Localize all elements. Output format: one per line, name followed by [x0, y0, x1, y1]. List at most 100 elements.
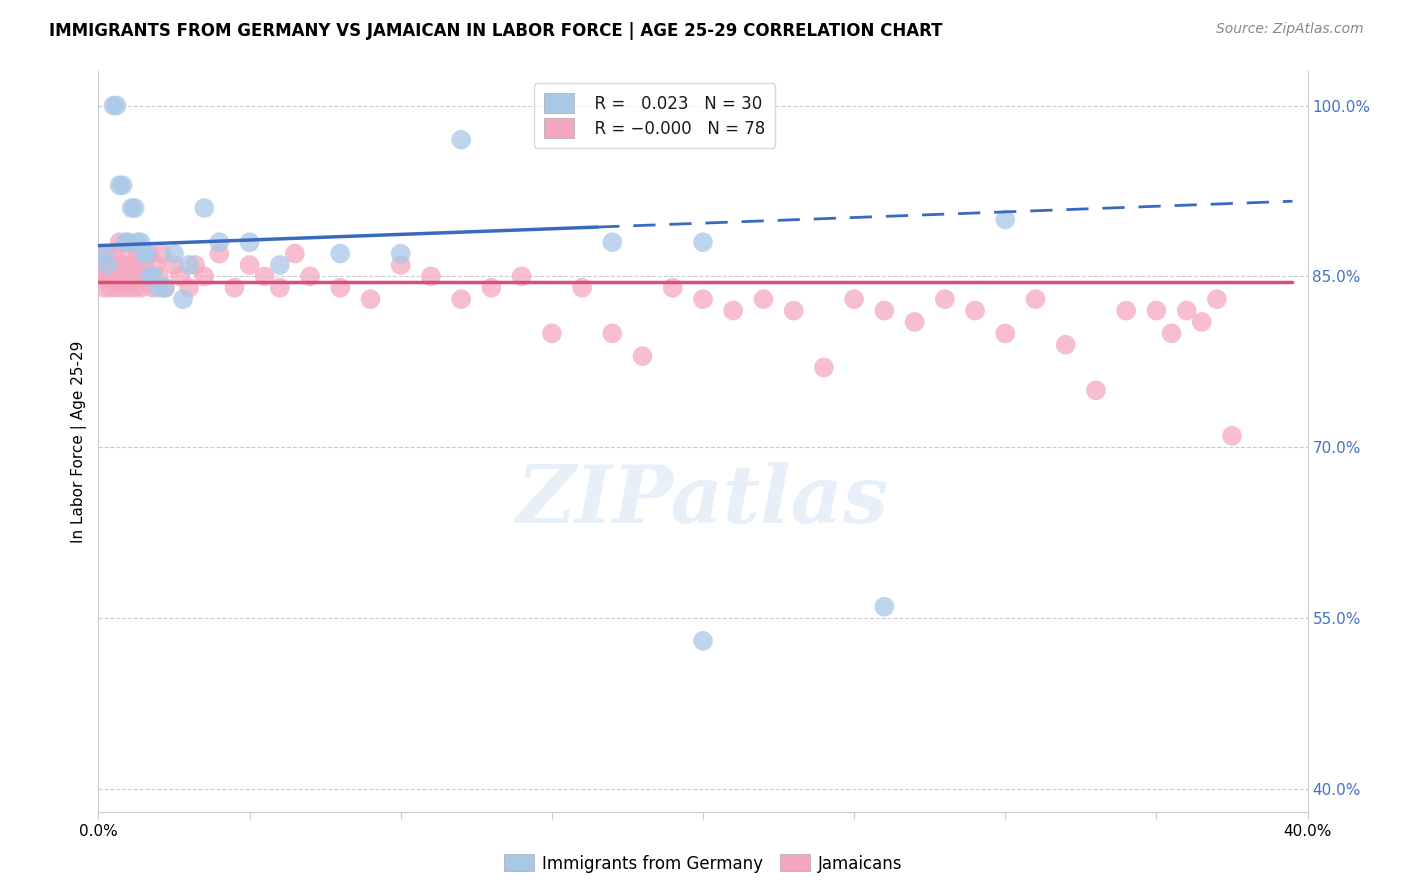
Point: [631, 349, 654, 363]
Point: [239, 258, 262, 272]
Point: [108, 178, 131, 193]
Point: [105, 98, 128, 112]
Point: [111, 178, 134, 193]
Legend:   R =   0.023   N = 30,   R = −0.000   N = 78: R = 0.023 N = 30, R = −0.000 N = 78: [534, 83, 775, 148]
Point: [96, 269, 118, 284]
Point: [299, 269, 322, 284]
Point: [139, 246, 162, 260]
Point: [269, 258, 291, 272]
Point: [389, 246, 412, 260]
Point: [129, 235, 152, 250]
Point: [1115, 303, 1137, 318]
Point: [450, 133, 472, 147]
Point: [103, 246, 125, 260]
Point: [93, 281, 115, 295]
Point: [1220, 429, 1243, 443]
Point: [111, 281, 134, 295]
Point: [904, 315, 927, 329]
Point: [360, 292, 382, 306]
Point: [179, 258, 201, 272]
Point: [127, 235, 149, 250]
Point: [1160, 326, 1182, 341]
Text: Source: ZipAtlas.com: Source: ZipAtlas.com: [1216, 22, 1364, 37]
Point: [179, 281, 201, 295]
Point: [329, 281, 352, 295]
Point: [163, 258, 186, 272]
Point: [121, 258, 143, 272]
Point: [135, 246, 157, 260]
Point: [121, 201, 143, 215]
Point: [184, 258, 207, 272]
Point: [723, 303, 745, 318]
Point: [96, 258, 118, 272]
Point: [481, 281, 503, 295]
Point: [873, 303, 896, 318]
Point: [132, 258, 155, 272]
Point: [602, 235, 624, 250]
Point: [269, 281, 291, 295]
Point: [96, 246, 118, 260]
Point: [965, 303, 987, 318]
Point: [114, 269, 136, 284]
Point: [1144, 303, 1167, 318]
Point: [540, 326, 562, 341]
Point: [813, 360, 835, 375]
Point: [692, 235, 714, 250]
Point: [142, 281, 165, 295]
Point: [103, 269, 125, 284]
Point: [510, 269, 533, 284]
Point: [100, 281, 122, 295]
Point: [692, 292, 714, 306]
Point: [148, 281, 170, 295]
Point: [329, 246, 352, 260]
Point: [253, 269, 276, 284]
Point: [1191, 315, 1213, 329]
Point: [571, 281, 593, 295]
Point: [193, 269, 215, 284]
Point: [1085, 384, 1108, 398]
Point: [450, 292, 472, 306]
Point: [208, 246, 231, 260]
Point: [127, 246, 149, 260]
Point: [1024, 292, 1046, 306]
Point: [150, 246, 173, 260]
Point: [124, 281, 146, 295]
Point: [105, 281, 128, 295]
Point: [100, 258, 122, 272]
Y-axis label: In Labor Force | Age 25-29: In Labor Force | Age 25-29: [72, 341, 87, 542]
Point: [129, 281, 152, 295]
Point: [105, 258, 128, 272]
Point: [224, 281, 246, 295]
Point: [783, 303, 806, 318]
Point: [118, 246, 141, 260]
Point: [1175, 303, 1198, 318]
Point: [127, 258, 149, 272]
Point: [994, 326, 1017, 341]
Point: [873, 599, 896, 614]
Point: [420, 269, 443, 284]
Point: [153, 281, 176, 295]
Point: [118, 235, 141, 250]
Point: [172, 292, 194, 306]
Point: [108, 235, 131, 250]
Legend: Immigrants from Germany, Jamaicans: Immigrants from Germany, Jamaicans: [496, 847, 910, 880]
Point: [111, 258, 134, 272]
Point: [934, 292, 956, 306]
Point: [132, 246, 155, 260]
Point: [1206, 292, 1229, 306]
Point: [142, 269, 165, 284]
Point: [602, 326, 624, 341]
Text: ZIPatlas: ZIPatlas: [517, 462, 889, 540]
Point: [1054, 337, 1077, 351]
Point: [661, 281, 683, 295]
Point: [153, 281, 176, 295]
Point: [118, 281, 141, 295]
Point: [135, 269, 157, 284]
Point: [208, 235, 231, 250]
Point: [103, 98, 125, 112]
Point: [163, 246, 186, 260]
Point: [389, 258, 412, 272]
Point: [93, 246, 115, 260]
Text: IMMIGRANTS FROM GERMANY VS JAMAICAN IN LABOR FORCE | AGE 25-29 CORRELATION CHART: IMMIGRANTS FROM GERMANY VS JAMAICAN IN L…: [49, 22, 942, 40]
Point: [124, 269, 146, 284]
